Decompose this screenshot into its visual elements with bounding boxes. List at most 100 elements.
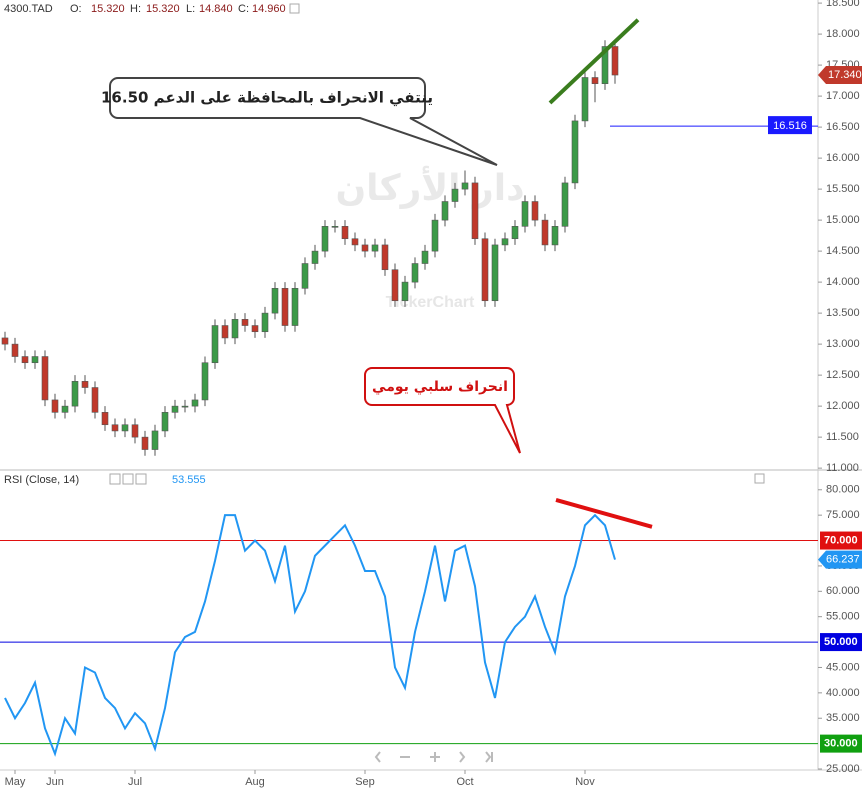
candle-body bbox=[81, 381, 89, 388]
candle-body bbox=[21, 356, 29, 364]
y-tick-label: 45.000 bbox=[826, 661, 860, 673]
candle-body bbox=[141, 436, 149, 450]
candle-body bbox=[341, 226, 349, 240]
candle-body bbox=[171, 405, 179, 413]
candle-body bbox=[361, 244, 369, 252]
candle-body bbox=[351, 238, 359, 246]
field-label: O: bbox=[70, 3, 82, 15]
candle-body bbox=[151, 430, 159, 450]
candle-body bbox=[501, 238, 509, 246]
symbol: 4300.TAD bbox=[4, 3, 53, 15]
candle-body bbox=[311, 250, 319, 264]
candle-body bbox=[421, 250, 429, 264]
candle-body bbox=[441, 201, 449, 221]
support-badge bbox=[768, 116, 812, 135]
y-tick-label: 16.000 bbox=[826, 152, 860, 164]
candle-body bbox=[561, 182, 569, 227]
candle-body bbox=[461, 182, 469, 190]
candle-body bbox=[581, 77, 589, 122]
field-value: 15.320 bbox=[146, 3, 180, 15]
level-label: 50.000 bbox=[824, 636, 858, 648]
candle-body bbox=[531, 201, 539, 221]
level-badge bbox=[820, 633, 862, 652]
rsi-current: 53.555 bbox=[172, 474, 206, 486]
candle-body bbox=[161, 412, 169, 432]
candle-body bbox=[521, 201, 529, 227]
candle-body bbox=[301, 263, 309, 289]
field-label: L: bbox=[186, 3, 195, 15]
candle-body bbox=[291, 288, 299, 326]
rsi-line bbox=[4, 513, 616, 757]
x-tick-label: Aug bbox=[245, 776, 265, 788]
y-tick-label: 11.000 bbox=[826, 462, 859, 474]
candle-body bbox=[611, 46, 619, 76]
candle-body bbox=[401, 281, 409, 302]
candle-body bbox=[511, 226, 519, 240]
rsi-badge bbox=[818, 550, 862, 569]
y-tick-label: 13.000 bbox=[826, 338, 860, 350]
y-tick-label: 40.000 bbox=[826, 687, 860, 699]
y-tick-label: 16.500 bbox=[826, 121, 860, 133]
candle-body bbox=[61, 405, 69, 413]
y-tick-label: 12.500 bbox=[826, 369, 860, 381]
candle-body bbox=[31, 356, 39, 364]
x-tick-label: Nov bbox=[575, 776, 595, 788]
candle-body bbox=[261, 312, 269, 333]
rsi-value-label: 66.237 bbox=[826, 554, 860, 566]
x-tick-label: Oct bbox=[456, 776, 473, 788]
candle-body bbox=[411, 263, 419, 283]
candle-body bbox=[331, 226, 339, 228]
annotation: انحراف سلبي يومي bbox=[372, 379, 508, 395]
level-badge bbox=[820, 531, 862, 550]
candle-body bbox=[571, 120, 579, 184]
candle-body bbox=[131, 424, 139, 438]
y-tick-label: 12.000 bbox=[826, 400, 860, 412]
watermark: TickerChart bbox=[386, 294, 475, 311]
level-label: 30.000 bbox=[824, 738, 858, 750]
header-icons bbox=[109, 3, 765, 485]
candle-body bbox=[221, 325, 229, 339]
annotation: ينتفي الانحراف بالمحافظة على الدعم 16.50 bbox=[101, 89, 433, 107]
candle-body bbox=[241, 319, 249, 326]
candle-body bbox=[281, 288, 289, 326]
y-tick-label: 11.500 bbox=[826, 431, 859, 443]
candle-body bbox=[51, 399, 59, 413]
y-tick-label: 17.000 bbox=[826, 90, 860, 102]
candle-body bbox=[391, 269, 399, 302]
y-tick-label: 18.000 bbox=[826, 28, 860, 40]
field-value: 14.840 bbox=[199, 3, 233, 15]
candle-body bbox=[231, 319, 239, 339]
candle-body bbox=[181, 405, 189, 408]
candle-body bbox=[471, 182, 479, 240]
price-badge bbox=[818, 66, 862, 85]
y-tick-label: 80.000 bbox=[826, 484, 860, 496]
candle-body bbox=[91, 387, 99, 413]
candle-body bbox=[371, 244, 379, 252]
field-value: 15.320 bbox=[91, 3, 125, 15]
candle-body bbox=[201, 362, 209, 401]
y-tick-label: 75.000 bbox=[826, 509, 860, 521]
candle-body bbox=[551, 226, 559, 246]
x-tick-label: Sep bbox=[355, 776, 375, 788]
candle-body bbox=[11, 343, 19, 357]
candle-body bbox=[451, 188, 459, 202]
candle-body bbox=[321, 226, 329, 252]
support-label: 16.516 bbox=[773, 120, 807, 132]
y-tick-label: 55.000 bbox=[826, 611, 860, 623]
candle-body bbox=[121, 424, 129, 432]
candle-body bbox=[541, 219, 549, 246]
y-tick-label: 35.000 bbox=[826, 712, 860, 724]
candle-body bbox=[591, 77, 599, 85]
y-tick-label: 14.000 bbox=[826, 276, 860, 288]
candle-body bbox=[41, 356, 49, 401]
candle-body bbox=[481, 238, 489, 302]
candle-body bbox=[1, 337, 9, 345]
y-tick-label: 25.000 bbox=[826, 763, 860, 775]
callout bbox=[109, 77, 498, 166]
x-tick-label: Jun bbox=[46, 776, 64, 788]
candle-body bbox=[381, 244, 389, 271]
x-tick-label: May bbox=[5, 776, 26, 788]
candles bbox=[1, 40, 619, 456]
candle-body bbox=[111, 424, 119, 432]
candle-body bbox=[271, 288, 279, 314]
